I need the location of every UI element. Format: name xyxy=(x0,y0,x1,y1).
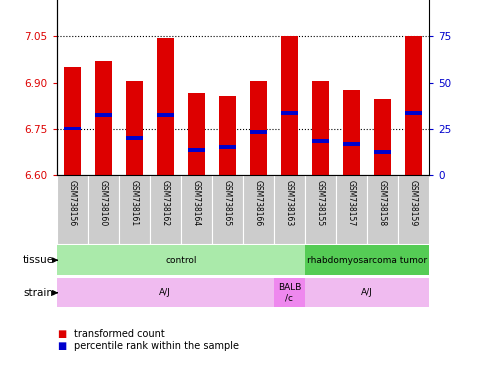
Bar xyxy=(398,175,429,244)
Bar xyxy=(305,278,429,308)
Text: control: control xyxy=(165,256,197,265)
Bar xyxy=(305,245,429,275)
Bar xyxy=(305,175,336,244)
Bar xyxy=(181,175,212,244)
Bar xyxy=(312,139,329,143)
Bar xyxy=(157,38,174,175)
Text: A/J: A/J xyxy=(159,288,171,297)
Text: ■: ■ xyxy=(57,329,66,339)
Bar xyxy=(57,175,88,244)
Bar xyxy=(95,113,112,117)
Bar xyxy=(374,150,391,154)
Bar xyxy=(188,148,205,152)
Bar xyxy=(405,111,422,115)
Text: GSM738166: GSM738166 xyxy=(254,180,263,226)
Text: strain: strain xyxy=(24,288,54,298)
Text: GSM738156: GSM738156 xyxy=(68,180,77,226)
Bar xyxy=(219,145,236,149)
Bar xyxy=(243,175,274,244)
Bar xyxy=(64,67,81,175)
Bar xyxy=(405,36,422,175)
Bar xyxy=(64,127,81,131)
Bar xyxy=(119,175,150,244)
Text: tissue: tissue xyxy=(23,255,54,265)
Text: rhabdomyosarcoma tumor: rhabdomyosarcoma tumor xyxy=(307,256,427,265)
Bar xyxy=(126,136,143,140)
Bar xyxy=(343,90,360,175)
Bar xyxy=(150,175,181,244)
Text: ■: ■ xyxy=(57,341,66,351)
Bar xyxy=(274,278,305,308)
Text: transformed count: transformed count xyxy=(74,329,165,339)
Text: GSM738163: GSM738163 xyxy=(285,180,294,226)
Text: GSM738159: GSM738159 xyxy=(409,180,418,226)
Bar xyxy=(126,81,143,175)
Bar xyxy=(281,36,298,175)
Bar xyxy=(212,175,243,244)
Text: GSM738158: GSM738158 xyxy=(378,180,387,226)
Text: GSM738157: GSM738157 xyxy=(347,180,356,226)
Bar xyxy=(157,113,174,117)
Text: GSM738165: GSM738165 xyxy=(223,180,232,226)
Bar xyxy=(343,142,360,146)
Text: GSM738155: GSM738155 xyxy=(316,180,325,226)
Bar xyxy=(374,99,391,175)
Bar xyxy=(219,96,236,175)
Bar xyxy=(336,175,367,244)
Text: percentile rank within the sample: percentile rank within the sample xyxy=(74,341,239,351)
Text: GSM738160: GSM738160 xyxy=(99,180,108,226)
Bar xyxy=(95,61,112,175)
Bar xyxy=(88,175,119,244)
Bar xyxy=(250,130,267,134)
Bar xyxy=(274,175,305,244)
Bar xyxy=(188,93,205,175)
Bar xyxy=(250,81,267,175)
Text: A/J: A/J xyxy=(361,288,373,297)
Text: GSM738161: GSM738161 xyxy=(130,180,139,226)
Bar xyxy=(57,278,274,308)
Text: GSM738162: GSM738162 xyxy=(161,180,170,226)
Bar xyxy=(57,245,305,275)
Text: BALB
/c: BALB /c xyxy=(278,283,301,303)
Text: GSM738164: GSM738164 xyxy=(192,180,201,226)
Bar xyxy=(281,111,298,115)
Bar xyxy=(367,175,398,244)
Bar xyxy=(312,81,329,175)
